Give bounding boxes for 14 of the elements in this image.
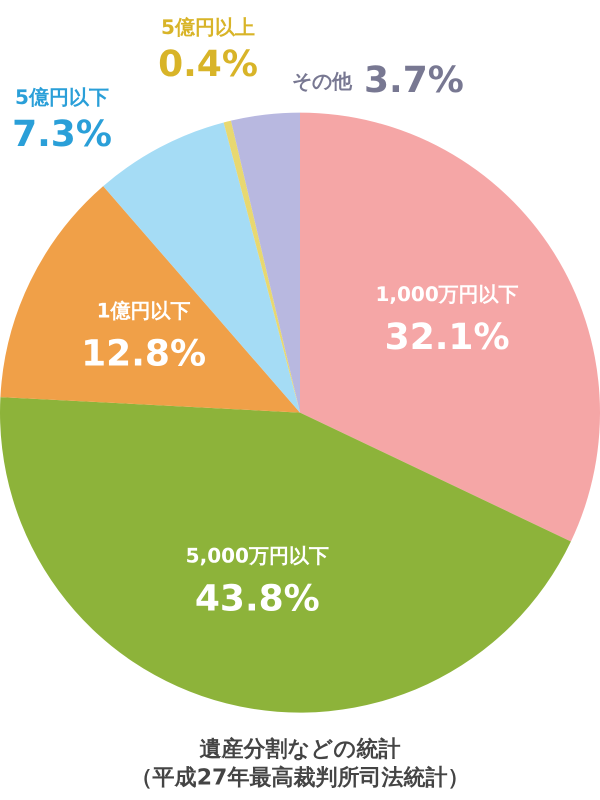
data-label: 12.8% [81, 334, 206, 375]
text: 遺産分割などの統計 [200, 736, 400, 762]
text: （平成27年最高裁判所司法統計） [130, 764, 470, 791]
data-label: 3.7% [364, 60, 464, 101]
data-label: 0.4% [158, 44, 258, 85]
data-label: 43.8% [194, 578, 320, 620]
slice-label: 5億円以下 [15, 84, 109, 109]
slice-label: 5億円以上 [161, 14, 255, 39]
slice-label: その他 [292, 68, 353, 93]
slice-label: 1,000万円以下 [375, 282, 519, 306]
slice-label: 5,000万円以下 [186, 543, 329, 568]
slice-label: 1億円以下 [96, 298, 191, 323]
data-label: 32.1% [384, 317, 510, 358]
data-label: 7.3% [12, 114, 112, 155]
